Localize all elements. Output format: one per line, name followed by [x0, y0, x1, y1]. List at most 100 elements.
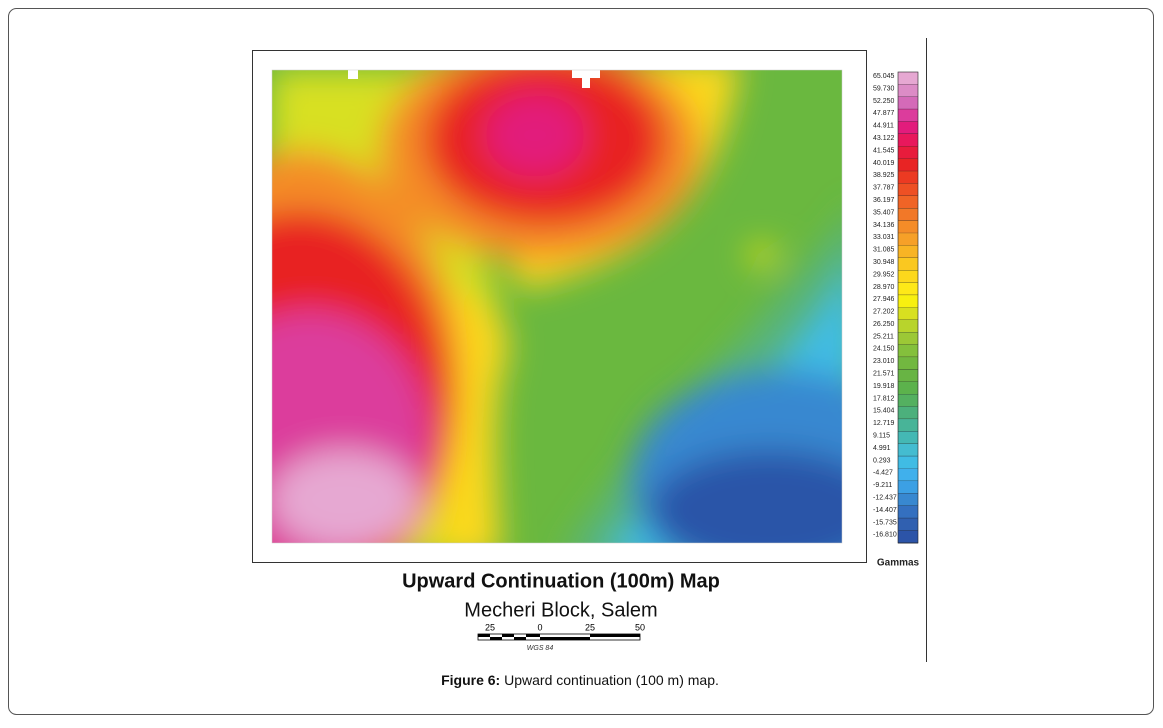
- caption-label: Figure 6:: [441, 672, 500, 688]
- map-image: [272, 70, 842, 543]
- colorbar-label: 33.031: [873, 234, 895, 241]
- colorbar-label: 35.407: [873, 209, 895, 216]
- colorbar-label: 59.730: [873, 85, 895, 92]
- colorbar-swatch: [898, 369, 918, 383]
- colorbar-swatch: [898, 493, 918, 507]
- colorbar-label: 15.404: [873, 408, 895, 415]
- caption: Figure 6: Upward continuation (100 m) ma…: [441, 672, 719, 688]
- field-yellow-spot: [748, 245, 776, 265]
- field-lightpink: [272, 450, 420, 543]
- colorbar-label: 36.197: [873, 197, 895, 204]
- colorbar-swatch: [898, 171, 918, 184]
- scale-seg: [502, 634, 514, 637]
- colorbar-swatch: [898, 133, 918, 147]
- scale-seg: [590, 634, 640, 637]
- colorbar-swatch: [898, 257, 918, 271]
- colorbar-label: -16.810: [873, 532, 897, 539]
- colorbar-label: 41.545: [873, 147, 895, 154]
- colorbar-label: 21.571: [873, 371, 895, 378]
- colorbar-swatch: [898, 431, 918, 445]
- colorbar-swatch: [898, 481, 918, 494]
- colorbar-swatch: [898, 121, 918, 135]
- colorbar-label: 29.952: [873, 271, 895, 278]
- map-field: [272, 70, 842, 543]
- colorbar-swatch: [898, 220, 918, 234]
- colorbar-label: 34.136: [873, 222, 895, 229]
- colorbar-label: -9.211: [873, 482, 892, 489]
- colorbar-swatch: [898, 183, 918, 197]
- map-notch: [572, 70, 600, 88]
- colorbar-swatch: [898, 505, 918, 519]
- colorbar-label: 19.918: [873, 383, 895, 390]
- colorbar-label: 25.211: [873, 333, 894, 340]
- caption-text: Upward continuation (100 m) map.: [504, 672, 719, 688]
- colorbar-swatch: [898, 295, 918, 308]
- colorbar-label: 12.719: [873, 420, 895, 427]
- colorbar-label: -12.437: [873, 494, 897, 501]
- scale-seg: [526, 634, 540, 637]
- colorbar-swatch: [898, 530, 918, 544]
- colorbar-label: -4.427: [873, 470, 893, 477]
- scale-label: 0: [537, 622, 542, 632]
- colorbar-label: 52.250: [873, 98, 895, 105]
- colorbar-label: -15.735: [873, 519, 897, 526]
- colorbar-label: 37.787: [873, 185, 895, 192]
- colorbar-swatch: [898, 381, 918, 395]
- colorbar-label: 65.045: [873, 73, 895, 80]
- colorbar-label: 9.115: [873, 432, 890, 439]
- colorbar-swatch: [898, 96, 918, 110]
- map-notch: [348, 70, 358, 79]
- colorbar-swatch: [898, 344, 918, 358]
- colorbar-label: 44.911: [873, 123, 894, 130]
- colorbar-swatch: [898, 443, 918, 457]
- field-pink-top: [485, 93, 585, 177]
- map-title: Upward Continuation (100m) Map: [402, 570, 720, 592]
- colorbar-swatch: [898, 158, 918, 172]
- colorbar-swatch: [898, 394, 918, 407]
- colorbar-swatch: [898, 146, 918, 160]
- colorbar-swatch: [898, 72, 918, 85]
- colorbar-swatch: [898, 233, 918, 246]
- scale-label: 25: [585, 622, 595, 632]
- colorbar-label: 43.122: [873, 135, 895, 142]
- colorbar-swatch: [898, 468, 918, 482]
- colorbar-swatch: [898, 208, 918, 222]
- colorbar-swatch: [898, 282, 918, 296]
- scale-seg: [478, 634, 490, 637]
- scale-seg: [514, 637, 526, 640]
- colorbar-label: 17.812: [873, 395, 895, 402]
- colorbar-swatch: [898, 195, 918, 209]
- colorbar-swatch: [898, 319, 918, 333]
- colorbar-swatch: [898, 84, 918, 98]
- colorbar-label: 26.250: [873, 321, 895, 328]
- colorbar-swatch: [898, 419, 918, 432]
- colorbar-swatch: [898, 406, 918, 420]
- colorbar-swatch: [898, 270, 918, 284]
- colorbar-label: 47.877: [873, 110, 895, 117]
- colorbar-swatch: [898, 456, 918, 469]
- colorbar-swatch: [898, 332, 918, 345]
- colorbar-swatch: [898, 357, 918, 370]
- scale-label: 25: [485, 622, 495, 632]
- colorbar-label: 38.925: [873, 172, 895, 179]
- colorbar-swatch: [898, 518, 918, 531]
- scale-seg: [540, 637, 590, 640]
- colorbar-swatch: [898, 307, 918, 321]
- colorbar-label: 28.970: [873, 284, 895, 291]
- colorbar-label: 27.946: [873, 296, 895, 303]
- field-darkblue: [650, 450, 842, 543]
- scale-bar: 25 0 25 50 WGS 84: [477, 622, 645, 652]
- colorbar-frame: [897, 71, 919, 544]
- colorbar-label: 0.293: [873, 457, 891, 464]
- plot-border: [271, 69, 843, 544]
- colorbar-label: -14.407: [873, 507, 897, 514]
- scale-seg: [490, 637, 502, 640]
- colorbar-swatch: [898, 109, 918, 122]
- map-subtitle: Mecheri Block, Salem: [464, 599, 657, 621]
- colorbar-label: 31.085: [873, 247, 895, 254]
- scale-label: 50: [635, 622, 645, 632]
- datum: WGS 84: [527, 645, 554, 652]
- colorbar-label: 23.010: [873, 358, 895, 365]
